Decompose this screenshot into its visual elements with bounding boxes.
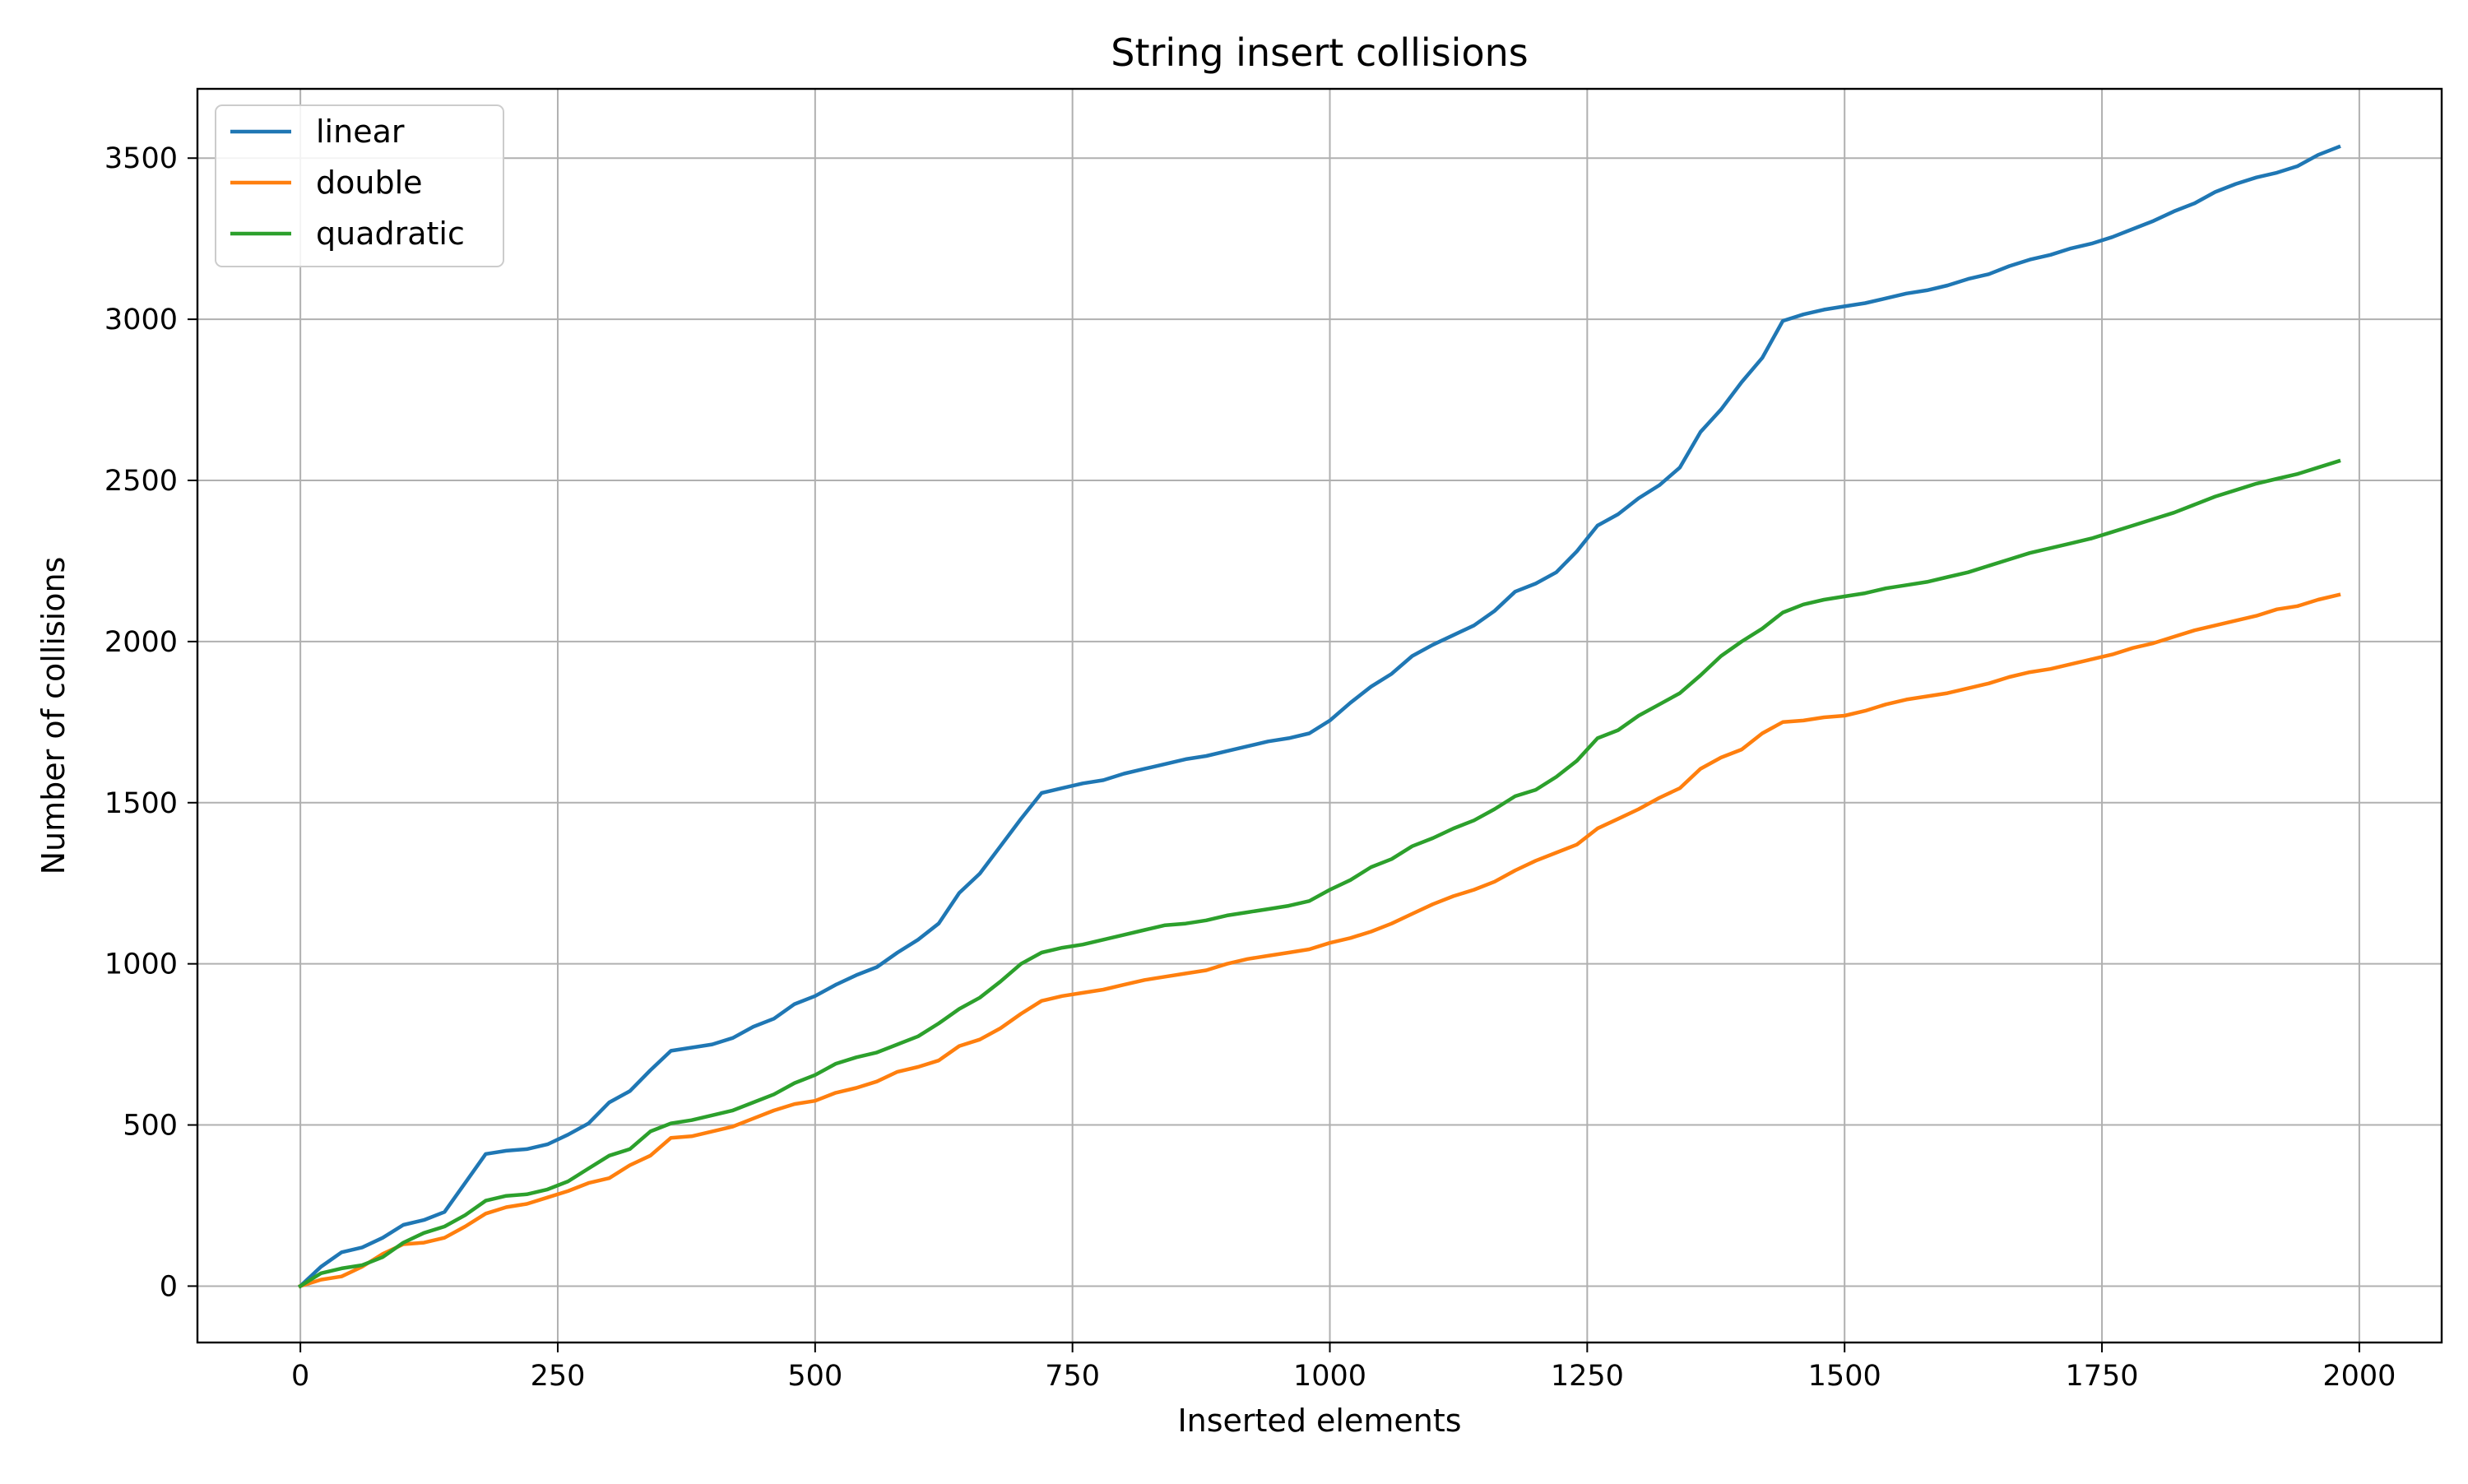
x-tick-label: 1750: [2066, 1360, 2139, 1393]
grid-lines: [197, 89, 2442, 1343]
y-axis-label: Number of collisions: [35, 557, 72, 875]
legend: linear double quadratic: [215, 104, 504, 267]
tick-marks: [188, 157, 2360, 1352]
legend-label-double: double: [316, 165, 423, 201]
series-line-double: [298, 592, 2341, 1289]
y-tick-label: 1000: [104, 948, 178, 981]
series-line-quadratic: [298, 458, 2341, 1289]
plot-frame: [196, 87, 2443, 1344]
legend-box: [215, 104, 504, 267]
y-tick-label: 2000: [104, 626, 178, 659]
x-tick-label: 0: [291, 1360, 309, 1393]
legend-label-linear: linear: [316, 114, 405, 150]
x-tick-label: 500: [787, 1360, 842, 1393]
y-tick-label: 2500: [104, 465, 178, 498]
y-tick-label: 3500: [104, 142, 178, 175]
chart-title: String insert collisions: [1111, 30, 1528, 75]
series-line-linear: [297, 144, 2341, 1289]
x-axis-label: Inserted elements: [1177, 1403, 1461, 1439]
y-tick-label: 3000: [104, 304, 178, 336]
series-lines: [297, 144, 2341, 1289]
legend-label-quadratic: quadratic: [316, 216, 465, 252]
x-tick-label: 750: [1045, 1360, 1100, 1393]
x-tick-label: 1250: [1551, 1360, 1624, 1393]
y-tick-label: 0: [160, 1270, 178, 1303]
x-tick-label: 2000: [2322, 1360, 2396, 1393]
x-tick-label: 1500: [1808, 1360, 1881, 1393]
y-tick-label: 500: [123, 1110, 178, 1143]
tick-labels: 0 250 500 750 1000 1250 1500 1750 2000 0 500 1000 15…: [104, 142, 2396, 1393]
x-tick-label: 1000: [1293, 1360, 1366, 1393]
y-tick-label: 1500: [104, 787, 178, 820]
x-tick-label: 250: [531, 1360, 586, 1393]
